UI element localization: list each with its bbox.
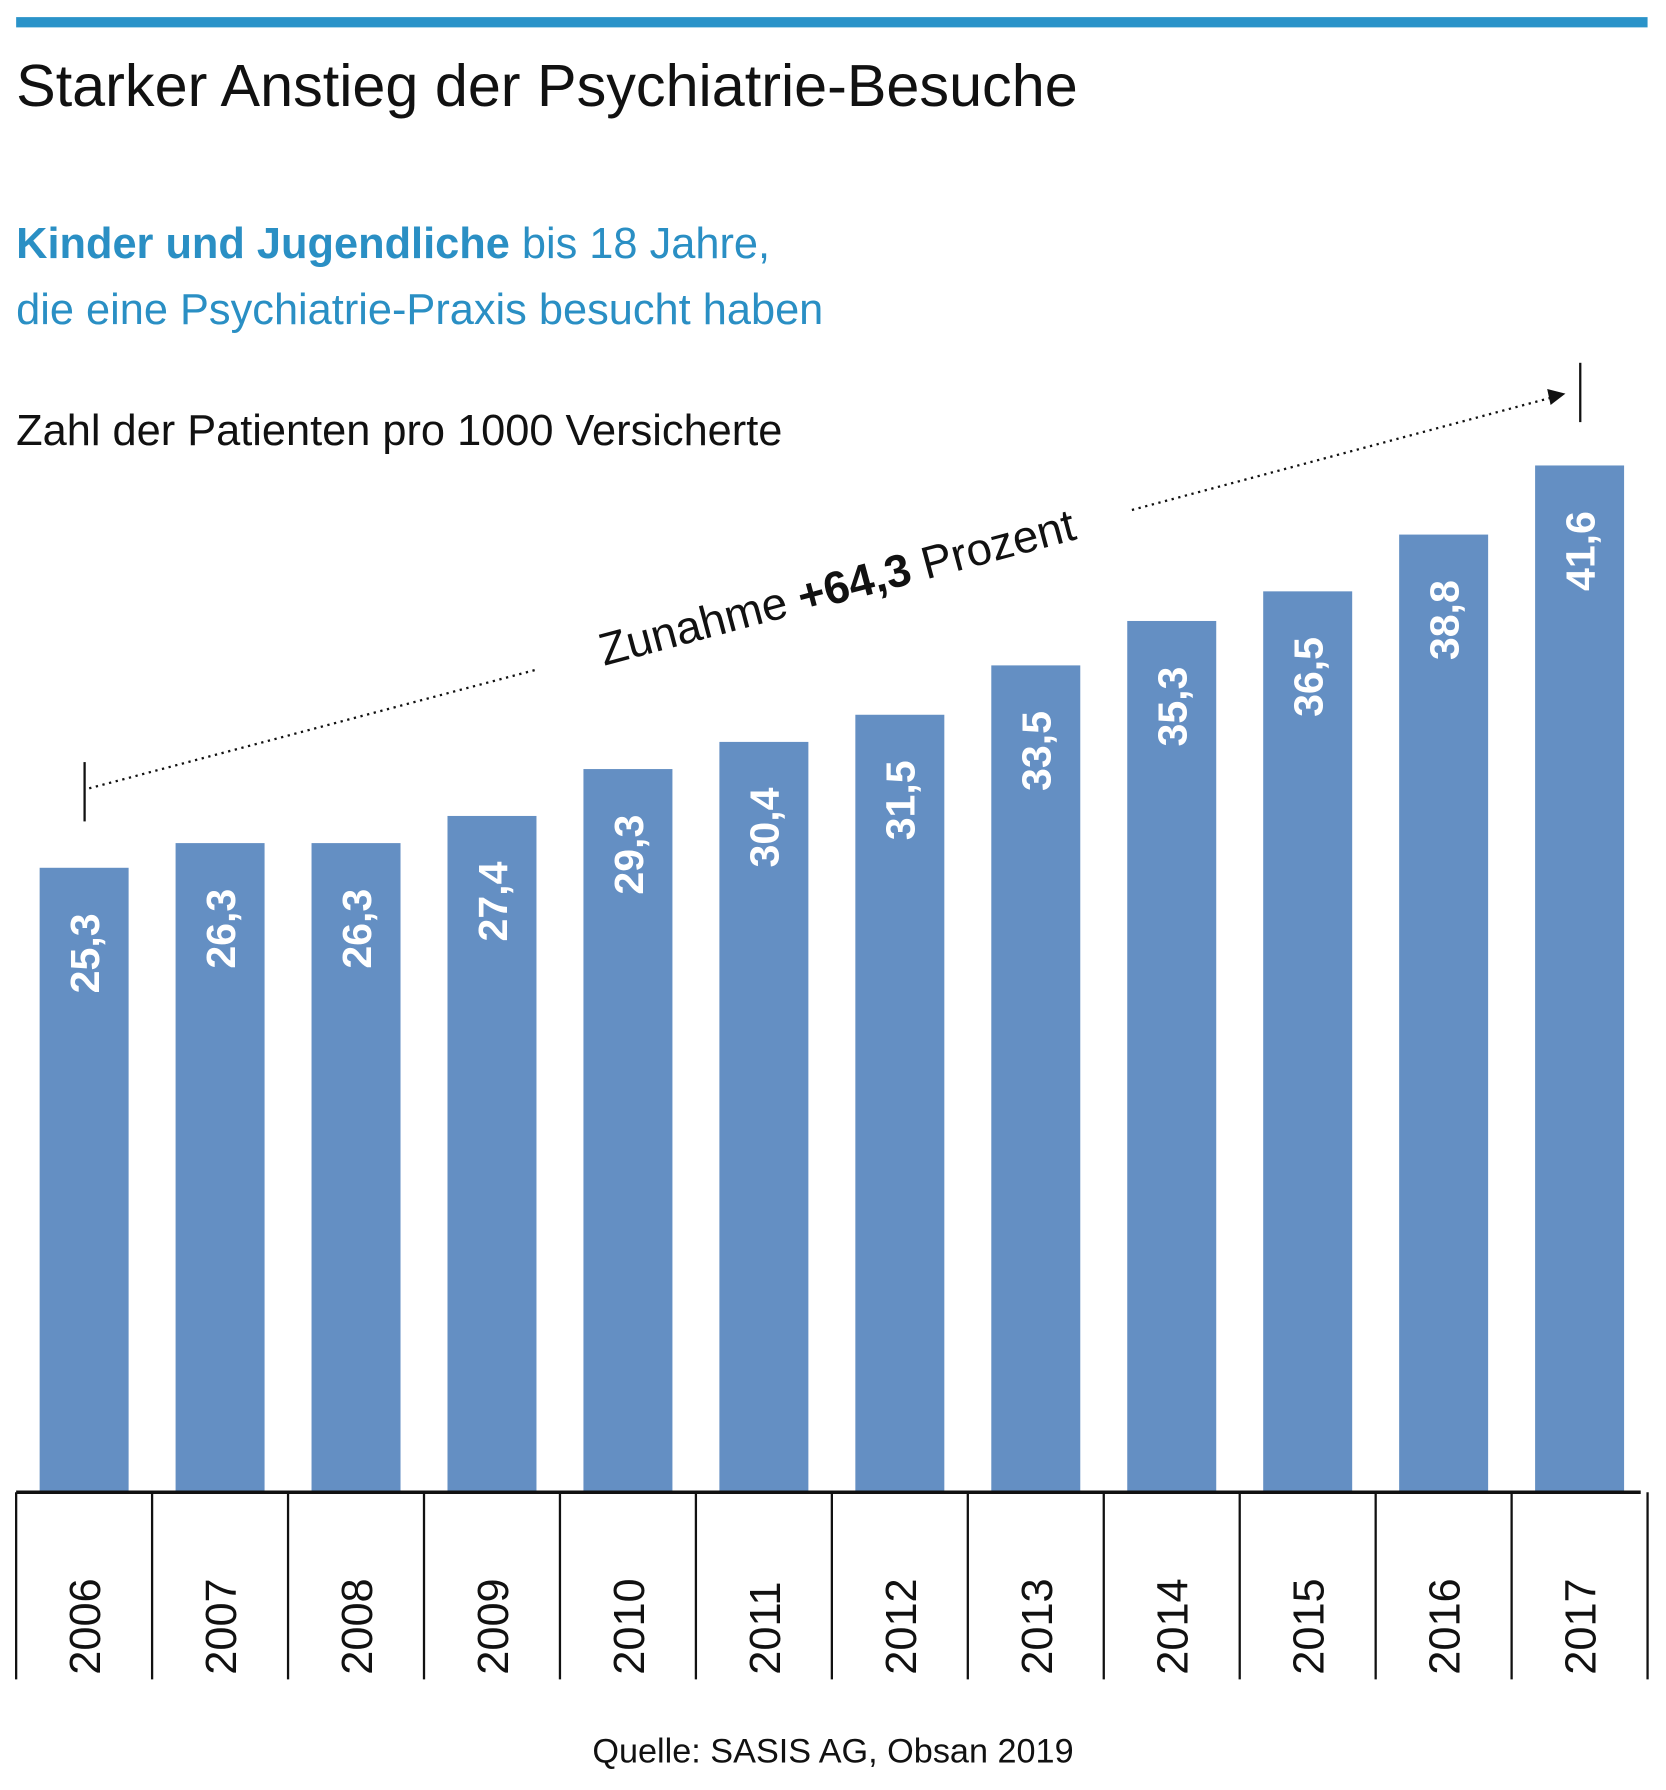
x-tick-label: 2013 (1014, 1578, 1062, 1674)
bar-value-label: 27,4 (470, 861, 516, 941)
x-tick-label: 2008 (334, 1578, 382, 1674)
bar-value-label: 29,3 (606, 815, 652, 895)
annotation-prefix: Zunahme (593, 573, 805, 675)
annotation-line-right (1131, 397, 1550, 512)
y-axis-label: Zahl der Patienten pro 1000 Versicherte (16, 407, 782, 455)
bar-value-label: 38,8 (1421, 580, 1467, 660)
x-tick-label: 2009 (470, 1578, 518, 1674)
bar-2009 (447, 815, 537, 1493)
x-tick-label: 2010 (606, 1578, 654, 1674)
annotation-suffix: Prozent (903, 499, 1081, 592)
bar-2015 (1263, 591, 1353, 1493)
x-tick-label: 2007 (198, 1578, 246, 1674)
annotation-value: +64,3 (792, 543, 917, 622)
bar-value-label: 35,3 (1150, 667, 1196, 747)
x-tick-label: 2006 (62, 1578, 110, 1674)
source-note: Quelle: SASIS AG, Obsan 2019 (592, 1733, 1073, 1771)
bar-2016 (1399, 534, 1489, 1493)
x-tick-label: 2016 (1422, 1578, 1470, 1674)
x-tick-label: 2017 (1558, 1578, 1606, 1674)
bar-value-label: 26,3 (334, 889, 380, 969)
bar-2007 (175, 843, 265, 1493)
chart-subtitle-line2: die eine Psychiatrie-Praxis besucht habe… (16, 286, 823, 334)
annotation-line-left (88, 668, 537, 790)
chart-subtitle: Kinder und Jugendliche bis 18 Jahre, (16, 220, 770, 268)
bar-value-label: 33,5 (1014, 711, 1060, 791)
subtitle-rest: bis 18 Jahre, (510, 220, 770, 268)
bar-2006 (39, 867, 129, 1493)
bar-2014 (1127, 620, 1217, 1493)
annotation-label: Zunahme +64,3 Prozent (593, 499, 1081, 675)
bar-value-label: 25,3 (62, 913, 108, 993)
bar-value-label: 31,5 (878, 760, 924, 840)
x-axis: 2006 2007 2008 2009 2010 2011 2012 2013 2014 2015… (15, 1490, 1649, 1680)
bars: 25,3 26,3 26,3 27,4 29,3 30,4 31,5 33,5 35,3 36,5… (39, 465, 1625, 1493)
bar-value-label: 26,3 (198, 889, 244, 969)
bar-2008 (311, 843, 401, 1493)
arrow-head-icon (1547, 389, 1566, 406)
bar-2011 (719, 741, 809, 1493)
x-tick-label: 2012 (878, 1578, 926, 1674)
bar-2013 (991, 665, 1081, 1493)
bar-2010 (583, 769, 673, 1493)
x-tick-label: 2015 (1286, 1578, 1334, 1674)
x-tick-label: 2014 (1150, 1578, 1198, 1674)
bar-value-label: 30,4 (742, 787, 788, 867)
top-accent-bar (16, 17, 1648, 28)
bar-value-label: 36,5 (1286, 637, 1332, 717)
chart-title: Starker Anstieg der Psychiatrie-Besuche (16, 52, 1078, 119)
bar-value-label: 41,6 (1557, 511, 1603, 591)
x-tick-label: 2011 (742, 1582, 790, 1675)
subtitle-bold: Kinder und Jugendliche (16, 220, 510, 268)
bar-2012 (855, 714, 945, 1493)
bar-2017 (1535, 465, 1625, 1493)
